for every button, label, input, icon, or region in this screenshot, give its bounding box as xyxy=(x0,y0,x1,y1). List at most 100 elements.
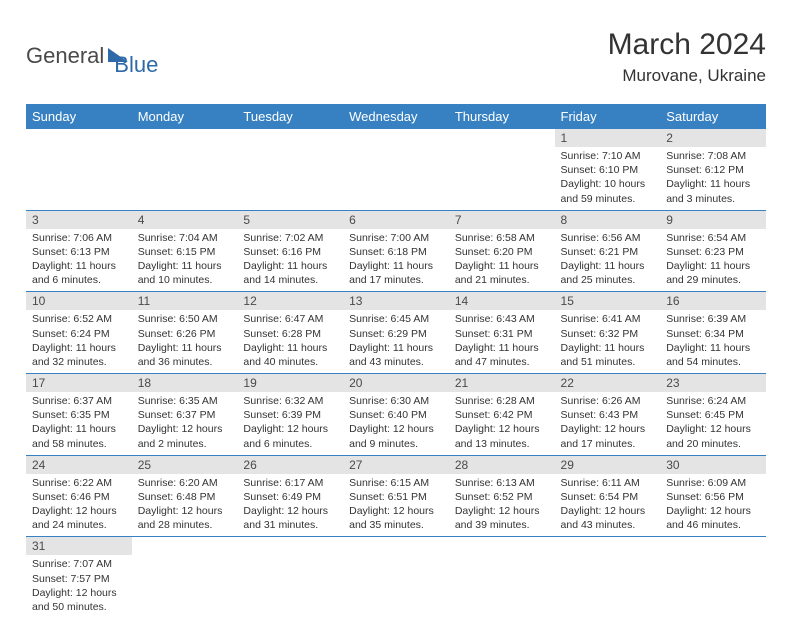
day-details: Sunrise: 7:06 AMSunset: 6:13 PMDaylight:… xyxy=(26,229,132,292)
calendar-day-cell: 22Sunrise: 6:26 AMSunset: 6:43 PMDayligh… xyxy=(555,374,661,456)
day-number: 4 xyxy=(132,211,238,229)
month-title: March 2024 xyxy=(608,28,766,62)
day-number: 6 xyxy=(343,211,449,229)
sunset-text: Sunset: 6:15 PM xyxy=(138,245,232,259)
daylight-text: Daylight: 11 hours and 10 minutes. xyxy=(138,259,232,287)
calendar-day-cell: 25Sunrise: 6:20 AMSunset: 6:48 PMDayligh… xyxy=(132,455,238,537)
day-details: Sunrise: 6:52 AMSunset: 6:24 PMDaylight:… xyxy=(26,310,132,373)
day-details: Sunrise: 6:20 AMSunset: 6:48 PMDaylight:… xyxy=(132,474,238,537)
day-details: Sunrise: 6:22 AMSunset: 6:46 PMDaylight:… xyxy=(26,474,132,537)
sunrise-text: Sunrise: 6:09 AM xyxy=(666,476,760,490)
sunrise-text: Sunrise: 7:06 AM xyxy=(32,231,126,245)
day-details: Sunrise: 6:58 AMSunset: 6:20 PMDaylight:… xyxy=(449,229,555,292)
calendar-day-cell: 14Sunrise: 6:43 AMSunset: 6:31 PMDayligh… xyxy=(449,292,555,374)
sunset-text: Sunset: 6:10 PM xyxy=(561,163,655,177)
sunset-text: Sunset: 6:37 PM xyxy=(138,408,232,422)
day-number: 17 xyxy=(26,374,132,392)
title-block: March 2024 Murovane, Ukraine xyxy=(608,28,766,86)
weekday-header: Saturday xyxy=(660,104,766,129)
sunset-text: Sunset: 6:40 PM xyxy=(349,408,443,422)
calendar-day-cell: 29Sunrise: 6:11 AMSunset: 6:54 PMDayligh… xyxy=(555,455,661,537)
weekday-header: Wednesday xyxy=(343,104,449,129)
sunrise-text: Sunrise: 6:30 AM xyxy=(349,394,443,408)
calendar-day-cell: 12Sunrise: 6:47 AMSunset: 6:28 PMDayligh… xyxy=(237,292,343,374)
day-details: Sunrise: 6:24 AMSunset: 6:45 PMDaylight:… xyxy=(660,392,766,455)
sunrise-text: Sunrise: 7:00 AM xyxy=(349,231,443,245)
day-details: Sunrise: 6:13 AMSunset: 6:52 PMDaylight:… xyxy=(449,474,555,537)
daylight-text: Daylight: 12 hours and 13 minutes. xyxy=(455,422,549,450)
day-details: Sunrise: 7:08 AMSunset: 6:12 PMDaylight:… xyxy=(660,147,766,210)
calendar-day-cell: 2Sunrise: 7:08 AMSunset: 6:12 PMDaylight… xyxy=(660,129,766,210)
day-number: 26 xyxy=(237,456,343,474)
day-details: Sunrise: 6:35 AMSunset: 6:37 PMDaylight:… xyxy=(132,392,238,455)
sunrise-text: Sunrise: 6:22 AM xyxy=(32,476,126,490)
sunset-text: Sunset: 6:12 PM xyxy=(666,163,760,177)
sunset-text: Sunset: 6:23 PM xyxy=(666,245,760,259)
day-number: 29 xyxy=(555,456,661,474)
sunset-text: Sunset: 6:16 PM xyxy=(243,245,337,259)
calendar-day-cell: 17Sunrise: 6:37 AMSunset: 6:35 PMDayligh… xyxy=(26,374,132,456)
sunset-text: Sunset: 6:51 PM xyxy=(349,490,443,504)
day-details: Sunrise: 6:28 AMSunset: 6:42 PMDaylight:… xyxy=(449,392,555,455)
calendar-day-cell xyxy=(132,537,238,618)
day-number: 21 xyxy=(449,374,555,392)
calendar-day-cell: 4Sunrise: 7:04 AMSunset: 6:15 PMDaylight… xyxy=(132,210,238,292)
day-number: 22 xyxy=(555,374,661,392)
daylight-text: Daylight: 11 hours and 21 minutes. xyxy=(455,259,549,287)
sunset-text: Sunset: 6:28 PM xyxy=(243,327,337,341)
day-number: 28 xyxy=(449,456,555,474)
calendar-day-cell: 9Sunrise: 6:54 AMSunset: 6:23 PMDaylight… xyxy=(660,210,766,292)
day-details: Sunrise: 6:41 AMSunset: 6:32 PMDaylight:… xyxy=(555,310,661,373)
calendar-day-cell xyxy=(660,537,766,618)
sunset-text: Sunset: 6:56 PM xyxy=(666,490,760,504)
sunset-text: Sunset: 6:39 PM xyxy=(243,408,337,422)
day-details: Sunrise: 6:30 AMSunset: 6:40 PMDaylight:… xyxy=(343,392,449,455)
sunset-text: Sunset: 7:57 PM xyxy=(32,572,126,586)
calendar-week-row: 24Sunrise: 6:22 AMSunset: 6:46 PMDayligh… xyxy=(26,455,766,537)
sunrise-text: Sunrise: 6:41 AM xyxy=(561,312,655,326)
weekday-header-row: Sunday Monday Tuesday Wednesday Thursday… xyxy=(26,104,766,129)
calendar-week-row: 31Sunrise: 7:07 AMSunset: 7:57 PMDayligh… xyxy=(26,537,766,618)
sunrise-text: Sunrise: 6:54 AM xyxy=(666,231,760,245)
calendar-day-cell: 13Sunrise: 6:45 AMSunset: 6:29 PMDayligh… xyxy=(343,292,449,374)
header: General Blue March 2024 Murovane, Ukrain… xyxy=(26,28,766,86)
calendar-day-cell: 21Sunrise: 6:28 AMSunset: 6:42 PMDayligh… xyxy=(449,374,555,456)
calendar-week-row: 1Sunrise: 7:10 AMSunset: 6:10 PMDaylight… xyxy=(26,129,766,210)
daylight-text: Daylight: 12 hours and 43 minutes. xyxy=(561,504,655,532)
sunrise-text: Sunrise: 6:39 AM xyxy=(666,312,760,326)
calendar-day-cell: 10Sunrise: 6:52 AMSunset: 6:24 PMDayligh… xyxy=(26,292,132,374)
day-number: 24 xyxy=(26,456,132,474)
day-number: 2 xyxy=(660,129,766,147)
day-number: 9 xyxy=(660,211,766,229)
daylight-text: Daylight: 11 hours and 25 minutes. xyxy=(561,259,655,287)
day-details: Sunrise: 7:02 AMSunset: 6:16 PMDaylight:… xyxy=(237,229,343,292)
daylight-text: Daylight: 12 hours and 46 minutes. xyxy=(666,504,760,532)
daylight-text: Daylight: 10 hours and 59 minutes. xyxy=(561,177,655,205)
daylight-text: Daylight: 11 hours and 51 minutes. xyxy=(561,341,655,369)
day-number: 16 xyxy=(660,292,766,310)
sunset-text: Sunset: 6:18 PM xyxy=(349,245,443,259)
sunset-text: Sunset: 6:21 PM xyxy=(561,245,655,259)
daylight-text: Daylight: 12 hours and 39 minutes. xyxy=(455,504,549,532)
daylight-text: Daylight: 11 hours and 14 minutes. xyxy=(243,259,337,287)
day-details: Sunrise: 7:07 AMSunset: 7:57 PMDaylight:… xyxy=(26,555,132,618)
calendar-day-cell xyxy=(555,537,661,618)
day-number: 30 xyxy=(660,456,766,474)
day-number: 14 xyxy=(449,292,555,310)
calendar-day-cell: 15Sunrise: 6:41 AMSunset: 6:32 PMDayligh… xyxy=(555,292,661,374)
day-number: 1 xyxy=(555,129,661,147)
sunrise-text: Sunrise: 6:52 AM xyxy=(32,312,126,326)
day-number: 23 xyxy=(660,374,766,392)
sunrise-text: Sunrise: 6:45 AM xyxy=(349,312,443,326)
day-details: Sunrise: 6:43 AMSunset: 6:31 PMDaylight:… xyxy=(449,310,555,373)
sunset-text: Sunset: 6:45 PM xyxy=(666,408,760,422)
daylight-text: Daylight: 12 hours and 9 minutes. xyxy=(349,422,443,450)
calendar-day-cell xyxy=(449,537,555,618)
day-details: Sunrise: 6:45 AMSunset: 6:29 PMDaylight:… xyxy=(343,310,449,373)
weekday-header: Thursday xyxy=(449,104,555,129)
day-number: 20 xyxy=(343,374,449,392)
logo-text-1: General xyxy=(26,43,104,69)
calendar-table: Sunday Monday Tuesday Wednesday Thursday… xyxy=(26,104,766,618)
daylight-text: Daylight: 12 hours and 35 minutes. xyxy=(349,504,443,532)
sunset-text: Sunset: 6:35 PM xyxy=(32,408,126,422)
